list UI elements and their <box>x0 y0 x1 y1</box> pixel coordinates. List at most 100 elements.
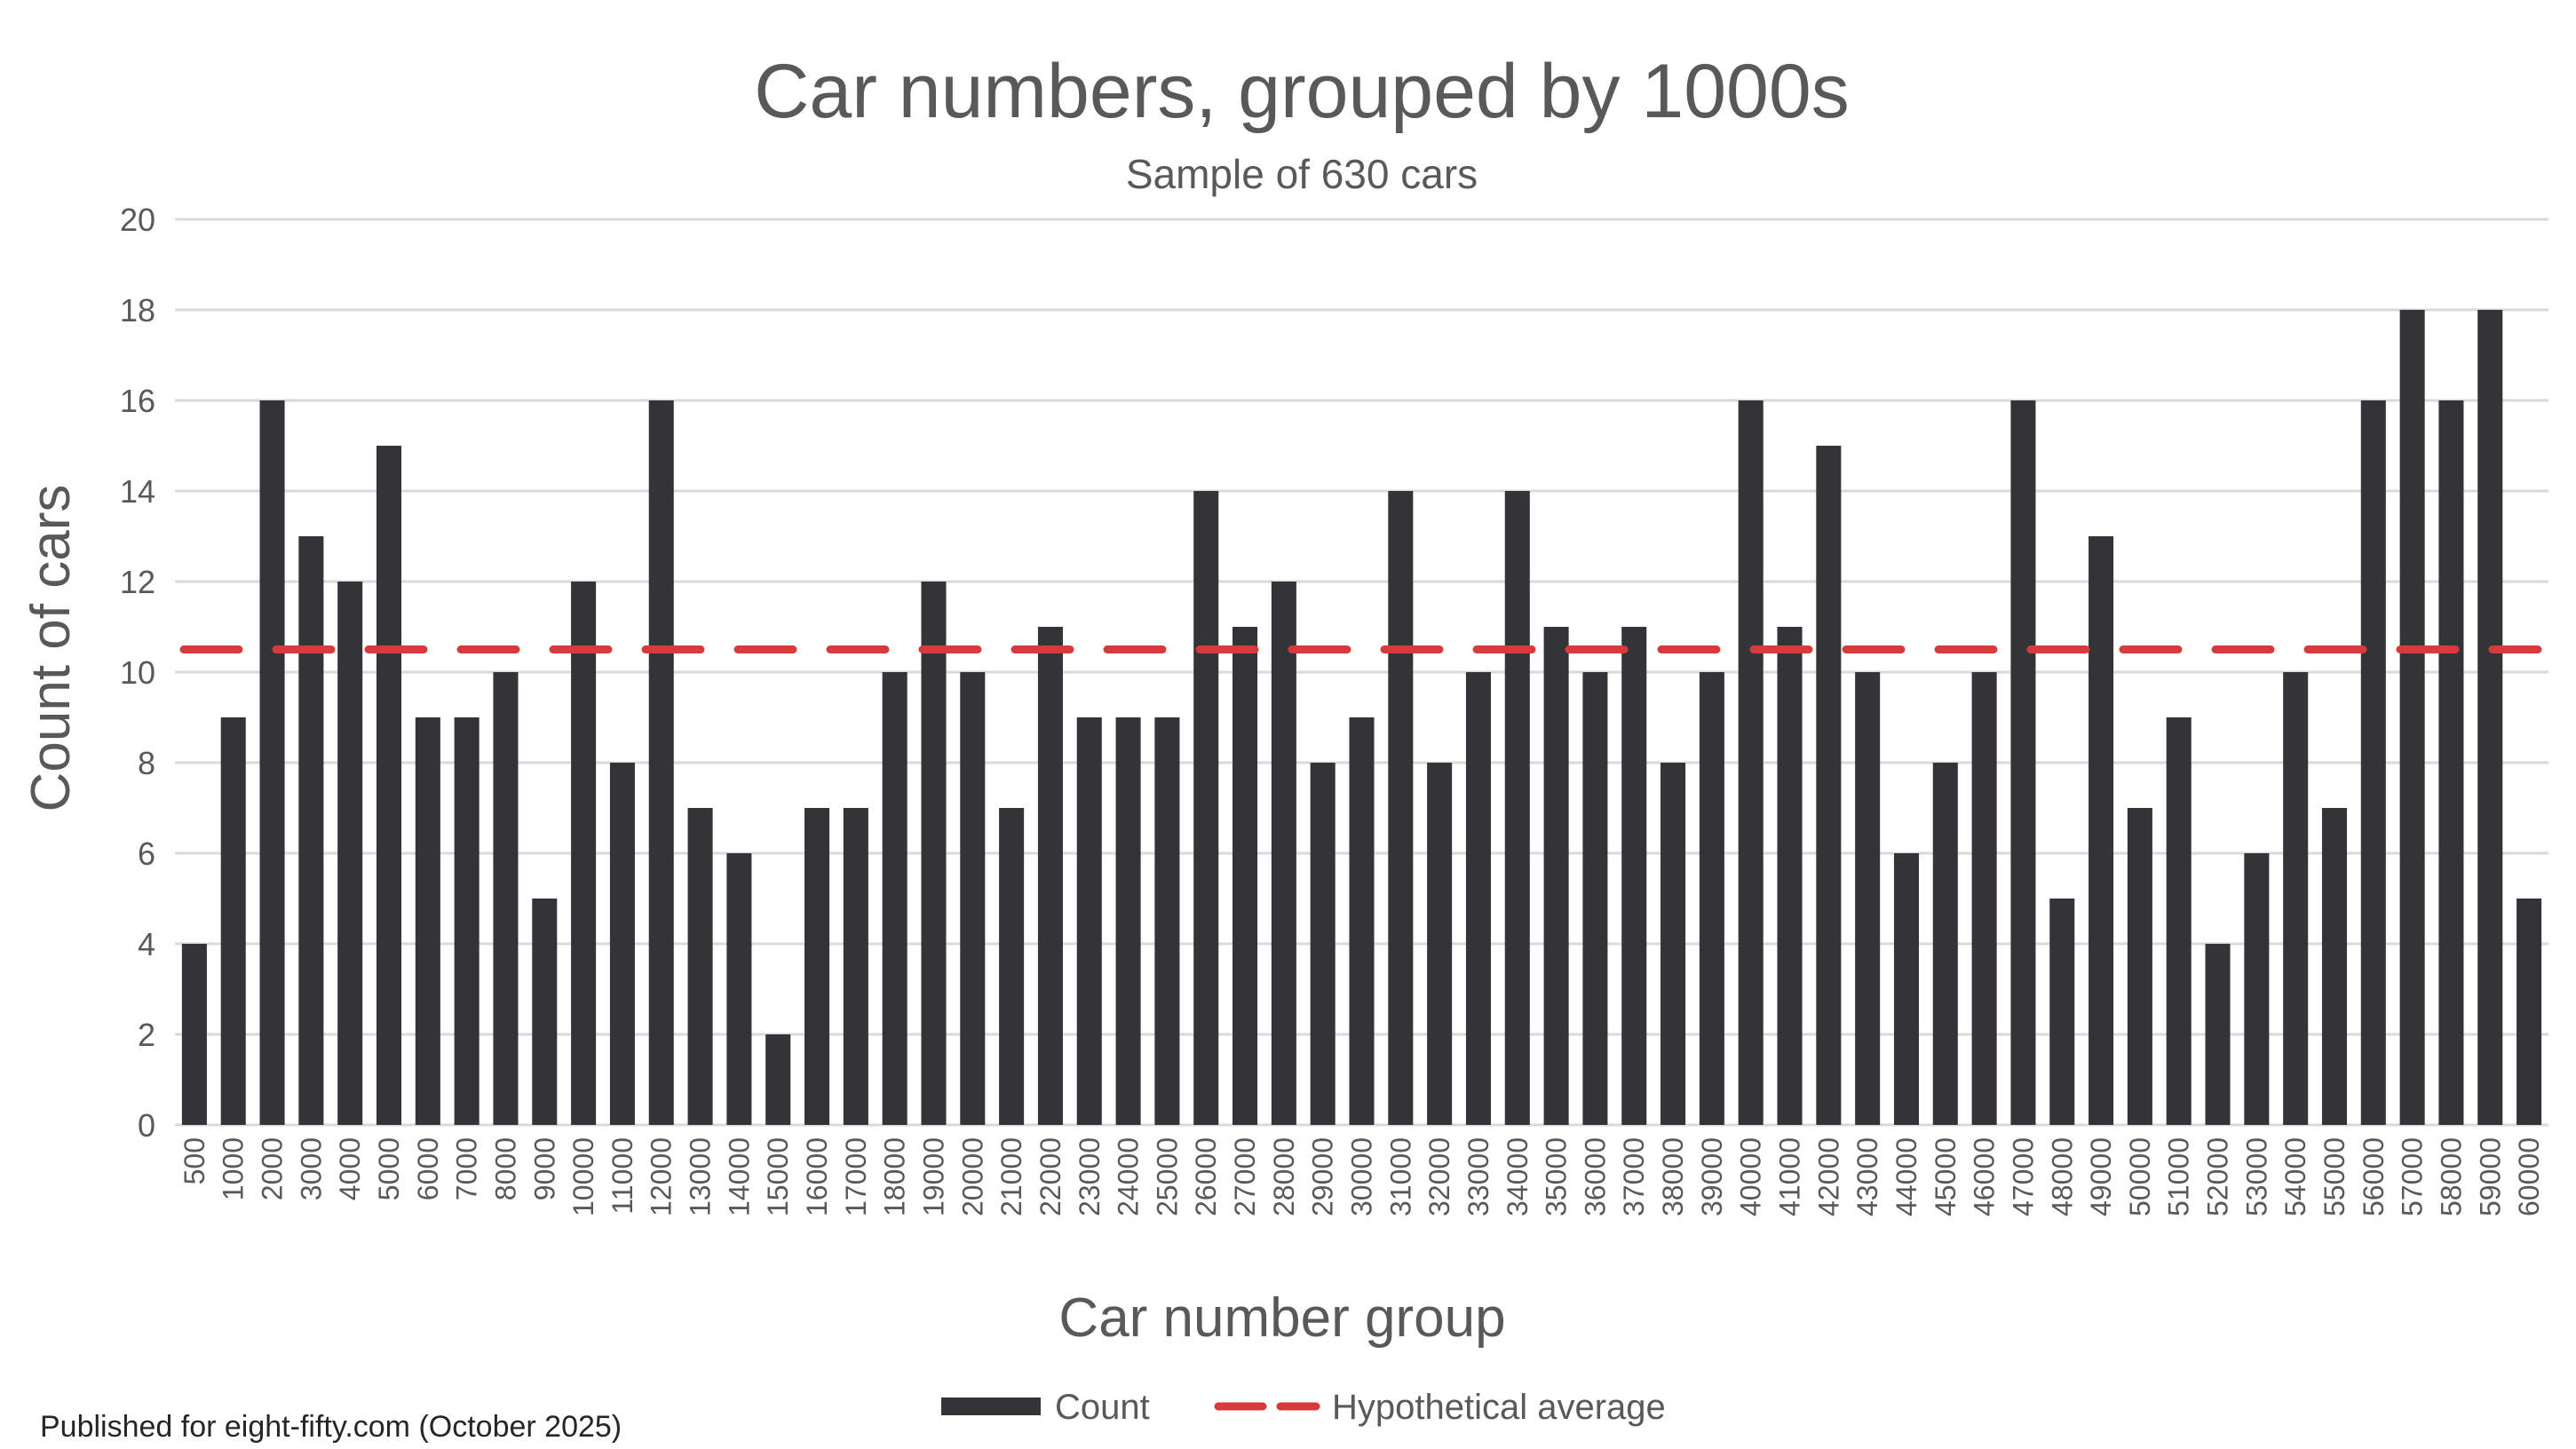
x-tick-label: 20000 <box>956 1137 988 1216</box>
chart-title: Car numbers, grouped by 1000s <box>754 49 1849 134</box>
bar-58000 <box>2438 400 2464 1125</box>
bar-59000 <box>2477 310 2503 1125</box>
legend-swatch-count <box>941 1398 1041 1415</box>
x-tick-label: 7000 <box>451 1137 483 1200</box>
bar-35000 <box>1543 627 1569 1125</box>
legend: Count Hypothetical average <box>941 1388 1666 1427</box>
x-tick-label: 50000 <box>2124 1137 2156 1216</box>
y-tick-label: 8 <box>138 745 155 781</box>
x-tick-label: 39000 <box>1696 1137 1728 1216</box>
x-axis-title: Car number group <box>1058 1287 1505 1349</box>
y-tick-label: 12 <box>120 564 155 600</box>
bar-5000 <box>376 446 402 1125</box>
x-tick-label: 21000 <box>995 1137 1027 1216</box>
bar-50000 <box>2127 808 2152 1125</box>
x-tick-label: 49000 <box>2085 1137 2117 1216</box>
bar-16000 <box>805 808 830 1125</box>
y-tick-label: 6 <box>138 835 155 872</box>
bar-9000 <box>532 899 558 1125</box>
bar-29000 <box>1310 763 1336 1125</box>
y-axis-ticks: 0 2 4 6 8 10 12 14 16 18 20 <box>120 202 155 1144</box>
bar-30000 <box>1349 717 1375 1125</box>
x-tick-label: 52000 <box>2202 1137 2234 1216</box>
bar-31000 <box>1388 491 1414 1125</box>
bar-42000 <box>1816 446 1842 1125</box>
bar-55000 <box>2321 808 2348 1125</box>
x-tick-label: 53000 <box>2240 1137 2272 1216</box>
x-tick-label: 51000 <box>2163 1137 2195 1216</box>
x-tick-label: 22000 <box>1034 1137 1066 1216</box>
bar-23000 <box>1076 717 1102 1125</box>
bar-19000 <box>921 582 947 1125</box>
bar-56000 <box>2360 400 2386 1125</box>
bar-54000 <box>2283 672 2309 1125</box>
bar-38000 <box>1661 763 1686 1125</box>
x-tick-label: 35000 <box>1541 1137 1573 1216</box>
x-tick-label: 17000 <box>840 1137 872 1216</box>
x-tick-label: 8000 <box>489 1137 521 1200</box>
x-tick-label: 40000 <box>1735 1137 1767 1216</box>
bar-32000 <box>1427 763 1453 1125</box>
bar-500 <box>181 944 207 1125</box>
x-tick-label: 10000 <box>567 1137 599 1216</box>
bar-4000 <box>337 582 363 1125</box>
x-tick-label: 11000 <box>606 1137 638 1215</box>
legend-label-average: Hypothetical average <box>1332 1388 1666 1427</box>
x-tick-label: 24000 <box>1113 1137 1145 1216</box>
x-tick-label: 36000 <box>1579 1137 1611 1216</box>
bar-36000 <box>1582 672 1608 1125</box>
bar-49000 <box>2089 536 2114 1125</box>
x-tick-label: 5000 <box>373 1137 405 1200</box>
bar-15000 <box>765 1034 791 1125</box>
x-tick-label: 34000 <box>1502 1137 1534 1216</box>
x-tick-label: 41000 <box>1774 1137 1806 1216</box>
y-tick-label: 14 <box>120 473 155 510</box>
bar-21000 <box>999 808 1025 1125</box>
x-tick-label: 57000 <box>2397 1137 2429 1216</box>
bar-34000 <box>1504 491 1530 1125</box>
x-tick-label: 31000 <box>1384 1137 1416 1216</box>
bar-43000 <box>1855 672 1881 1125</box>
x-tick-label: 29000 <box>1307 1137 1339 1216</box>
x-tick-label: 15000 <box>762 1137 794 1216</box>
published-credit: Published for eight-fifty.com (October 2… <box>40 1410 622 1444</box>
x-tick-label: 12000 <box>646 1137 678 1216</box>
bar-51000 <box>2166 717 2192 1125</box>
bar-39000 <box>1699 672 1724 1125</box>
bar-11000 <box>609 763 635 1125</box>
bar-48000 <box>2049 899 2075 1125</box>
y-tick-label: 0 <box>138 1107 155 1144</box>
bar-41000 <box>1777 627 1803 1125</box>
x-tick-label: 6000 <box>412 1137 444 1200</box>
bar-46000 <box>1971 672 1997 1125</box>
bar-52000 <box>2205 944 2231 1125</box>
x-tick-label: 58000 <box>2435 1137 2467 1216</box>
x-tick-label: 500 <box>178 1137 210 1184</box>
y-tick-label: 10 <box>120 654 155 691</box>
bar-44000 <box>1893 853 1919 1125</box>
x-tick-label: 37000 <box>1618 1137 1650 1216</box>
x-tick-label: 42000 <box>1812 1137 1844 1216</box>
x-tick-label: 2000 <box>257 1137 289 1200</box>
bar-60000 <box>2517 899 2542 1125</box>
x-tick-label: 45000 <box>1930 1137 1962 1216</box>
x-tick-label: 26000 <box>1190 1137 1222 1216</box>
bar-40000 <box>1738 400 1764 1125</box>
x-tick-label: 43000 <box>1851 1137 1883 1216</box>
bar-20000 <box>960 672 986 1125</box>
bar-27000 <box>1233 627 1258 1125</box>
bar-47000 <box>2010 400 2036 1125</box>
bar-7000 <box>454 717 480 1125</box>
bar-17000 <box>843 808 868 1125</box>
x-tick-label: 55000 <box>2318 1137 2350 1216</box>
x-tick-label: 47000 <box>2007 1137 2039 1216</box>
y-axis-title: Count of cars <box>20 485 82 812</box>
x-tick-label: 59000 <box>2474 1137 2506 1216</box>
bar-3000 <box>298 536 324 1125</box>
x-tick-label: 25000 <box>1151 1137 1183 1216</box>
x-tick-label: 54000 <box>2279 1137 2311 1216</box>
x-tick-label: 18000 <box>879 1137 911 1216</box>
x-tick-label: 30000 <box>1346 1137 1378 1216</box>
x-tick-label: 13000 <box>685 1137 717 1216</box>
x-tick-label: 14000 <box>723 1137 755 1216</box>
